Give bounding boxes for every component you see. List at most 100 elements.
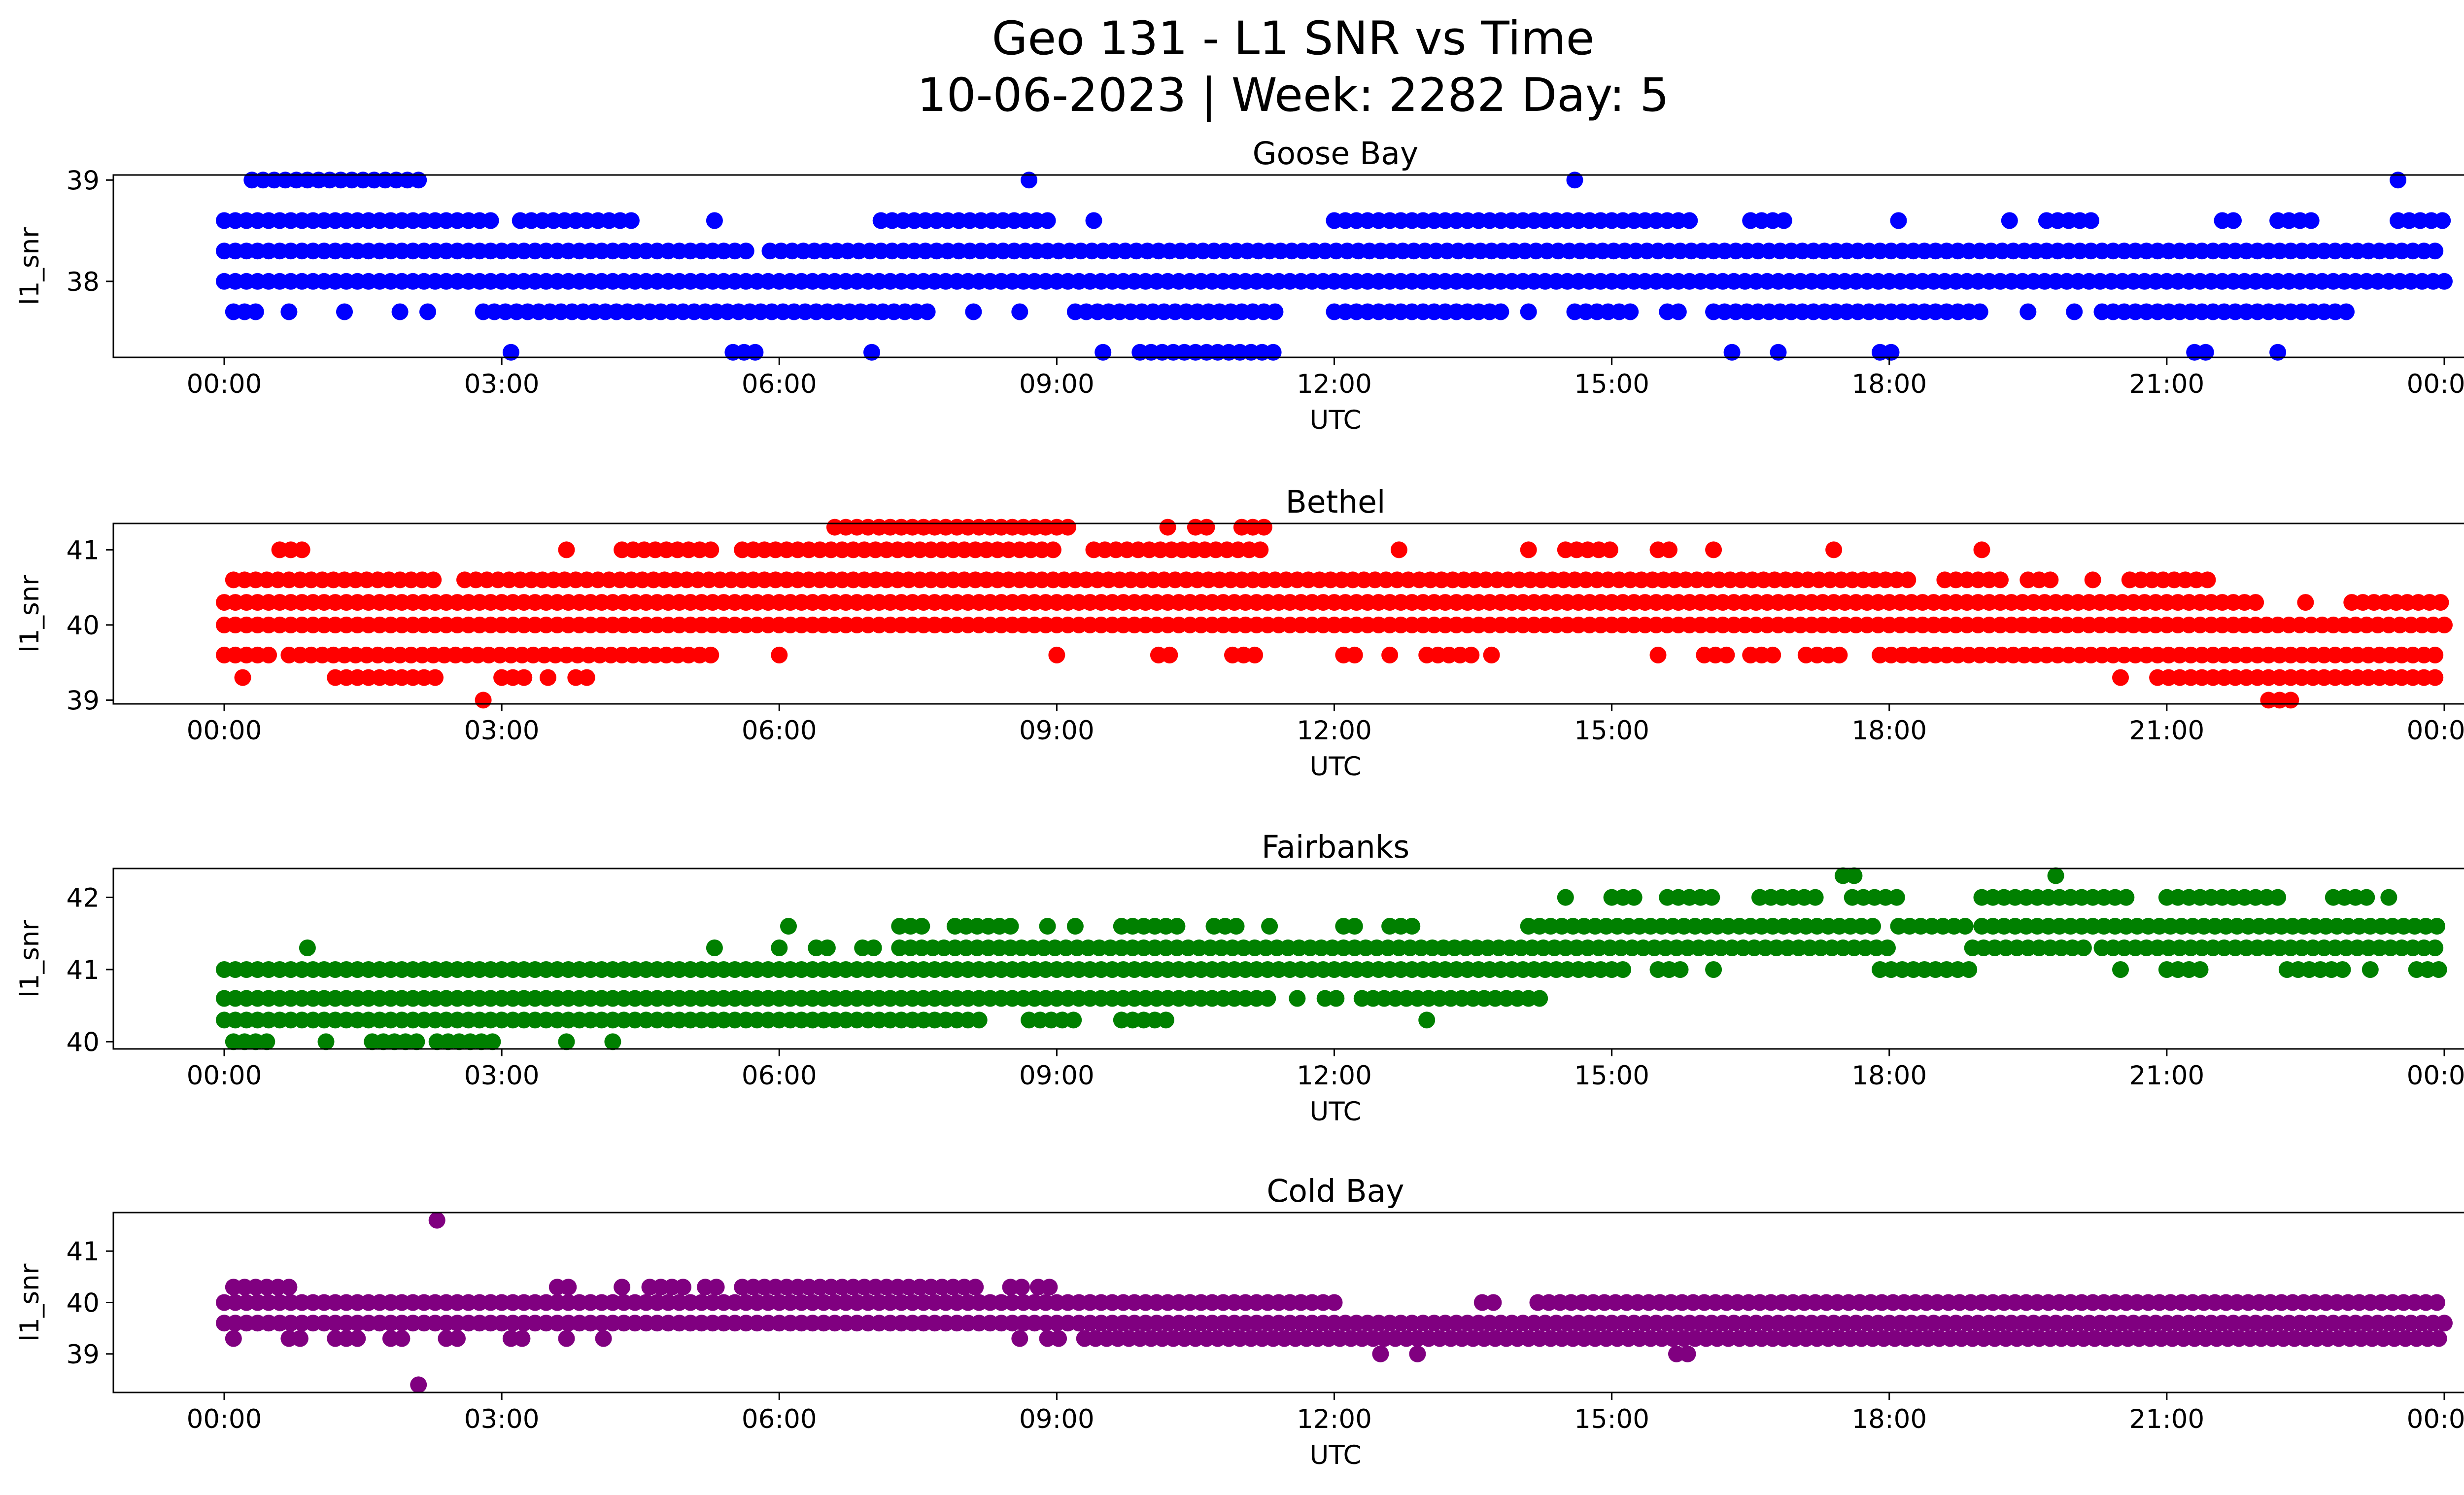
subplot-1: Goose Bay 00:00 03:00 06:00 09:00 12:00 15:00 1…: [15, 136, 2464, 435]
data-point: [1326, 1294, 1343, 1311]
data-point: [2197, 344, 2214, 361]
data-point: [1418, 1011, 1436, 1029]
data-point: [427, 669, 444, 686]
x-tick-label: 18:00: [1851, 716, 1927, 746]
data-point: [1825, 541, 1843, 558]
data-point: [2430, 961, 2447, 978]
x-tick-label: 21:00: [2129, 1404, 2205, 1434]
data-point: [2047, 867, 2064, 884]
data-point: [280, 303, 298, 320]
data-point: [2380, 889, 2397, 906]
data-point: [1161, 646, 1178, 663]
data-point: [913, 918, 930, 935]
data-point: [475, 692, 492, 709]
data-point: [540, 669, 556, 686]
data-point: [1011, 1330, 1028, 1347]
data-point: [2225, 212, 2242, 229]
x-tick-label: 21:00: [2129, 716, 2205, 746]
data-point: [1566, 172, 1583, 189]
x-tick-label: 15:00: [1574, 716, 1649, 746]
data-point: [1846, 867, 1863, 884]
data-point: [225, 1330, 242, 1347]
data-point: [1372, 1345, 1389, 1362]
data-point: [1557, 889, 1574, 906]
data-point: [1381, 646, 1399, 663]
data-point: [1013, 1279, 1030, 1296]
x-tick-label: 12:00: [1297, 716, 1372, 746]
data-point: [1050, 1330, 1067, 1347]
x-tick-label: 15:00: [1574, 1061, 1649, 1091]
data-point: [1661, 541, 1677, 558]
data-point: [702, 541, 719, 558]
data-point: [1198, 519, 1215, 536]
y-tick-label: 39: [67, 1340, 100, 1370]
subplot-title: Cold Bay: [1266, 1173, 1404, 1209]
data-point: [2429, 918, 2445, 935]
x-tick-label: 15:00: [1574, 1404, 1649, 1434]
data-point: [336, 303, 353, 320]
data-point: [482, 212, 499, 229]
data-point: [919, 303, 936, 320]
data-point: [428, 1212, 445, 1229]
x-axis-label: UTC: [1309, 1097, 1361, 1127]
data-point: [965, 303, 982, 320]
x-tick-label: 00:00: [2407, 1061, 2464, 1091]
data-point: [2434, 212, 2451, 229]
data-point: [1041, 1279, 1058, 1296]
data-point: [1992, 571, 2009, 589]
data-point: [1649, 646, 1667, 663]
x-tick-label: 00:00: [2407, 369, 2464, 399]
y-tick-label: 41: [67, 535, 100, 565]
axes-frame: [112, 522, 2464, 705]
data-point: [1601, 541, 1618, 558]
data-point: [1879, 939, 1896, 956]
data-point: [2083, 212, 2099, 229]
data-point: [1048, 646, 1065, 663]
data-point: [2019, 303, 2037, 320]
data-point: [515, 669, 533, 686]
data-points: [216, 867, 2447, 1050]
data-point: [1328, 990, 1345, 1007]
data-point: [234, 669, 251, 686]
figure-title-line1: Geo 131 - L1 SNR vs Time: [992, 12, 1595, 66]
data-point: [2075, 939, 2092, 956]
data-point: [280, 1279, 298, 1296]
data-point: [1622, 303, 1639, 320]
data-point: [1703, 889, 1720, 906]
data-point: [1531, 990, 1548, 1007]
data-point: [708, 1279, 725, 1296]
data-point: [780, 918, 797, 935]
subplot-title: Bethel: [1286, 484, 1386, 520]
data-point: [2297, 594, 2314, 611]
data-point: [1252, 541, 1269, 558]
data-point: [1266, 303, 1284, 320]
data-point: [771, 646, 788, 663]
data-point: [1672, 961, 1689, 978]
subplot-3: Fairbanks 00:00 03:00 06:00 09:00 12:00 15:00 1…: [15, 829, 2464, 1127]
y-tick-label: 39: [67, 686, 100, 716]
data-point: [299, 939, 316, 956]
axes-frame: [112, 868, 2464, 1050]
y-tick-label: 41: [67, 955, 100, 985]
y-tick-label: 42: [67, 883, 100, 913]
data-point: [1059, 519, 1076, 536]
y-tick-label: 39: [67, 166, 100, 196]
data-point: [1831, 646, 1848, 663]
data-point: [2112, 669, 2129, 686]
data-point: [1705, 541, 1722, 558]
data-point: [604, 1033, 621, 1050]
data-point: [1723, 344, 1741, 361]
data-point: [1718, 646, 1735, 663]
data-point: [967, 1279, 984, 1296]
x-tick-label: 03:00: [464, 369, 540, 399]
data-point: [513, 1330, 531, 1347]
data-point: [1095, 344, 1112, 361]
y-axis-label: l1_snr: [15, 227, 45, 305]
subplot-2: Bethel 00:00 03:00 06:00 09:00 12:00 15:00 18:0…: [15, 484, 2464, 782]
x-tick-label: 18:00: [1851, 369, 1927, 399]
data-point: [1770, 344, 1787, 361]
data-point: [1228, 918, 1245, 935]
data-point: [2430, 1330, 2447, 1347]
data-point: [1882, 344, 1900, 361]
x-tick-label: 00:00: [187, 1404, 262, 1434]
